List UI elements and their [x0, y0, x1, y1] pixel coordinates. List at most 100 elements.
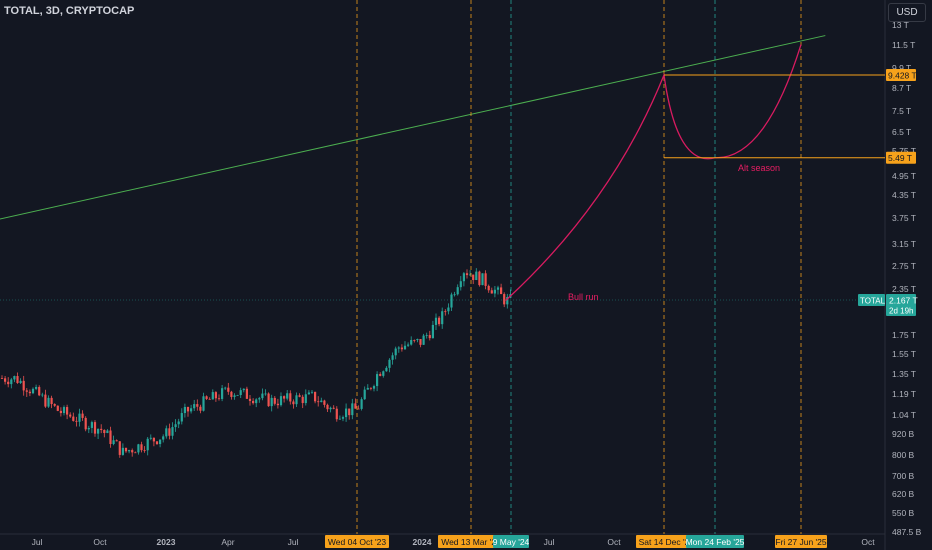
candle	[310, 390, 314, 394]
candle-body	[202, 396, 205, 411]
candle	[93, 420, 97, 437]
candle-body	[196, 404, 199, 407]
candle	[369, 387, 372, 391]
candle	[428, 330, 431, 341]
candle	[177, 418, 180, 429]
candle-body	[134, 452, 137, 454]
candle	[118, 441, 121, 458]
candle	[69, 412, 72, 418]
candle	[159, 439, 162, 448]
candle-body	[351, 403, 354, 416]
candle-body	[35, 387, 38, 389]
candle-body	[376, 374, 379, 387]
candle-body	[255, 399, 258, 404]
candle-body	[388, 359, 391, 368]
candle	[490, 287, 493, 294]
y-tick-label: 3.75 T	[892, 213, 916, 223]
candle-body	[75, 420, 78, 422]
candle-body	[459, 281, 462, 288]
candle-body	[382, 371, 385, 376]
x-tick-label: Jul	[288, 537, 299, 547]
candle	[258, 396, 261, 403]
candle	[391, 352, 394, 365]
candle	[338, 415, 341, 420]
candle	[360, 397, 363, 411]
candle-body	[205, 396, 208, 399]
candle-body	[493, 289, 496, 294]
candle	[239, 387, 242, 399]
currency-button[interactable]: USD	[888, 3, 926, 22]
candle	[276, 398, 279, 409]
candle-body	[478, 271, 481, 286]
candle-body	[248, 398, 252, 401]
candle-body	[87, 427, 90, 430]
candle	[146, 437, 149, 456]
candle-body	[78, 413, 81, 422]
candle	[143, 446, 146, 453]
candle	[372, 384, 376, 392]
candle-body	[428, 335, 431, 339]
candle-body	[496, 287, 500, 290]
x-tick-label: Oct	[861, 537, 875, 547]
candle-body	[276, 403, 279, 406]
trendline	[0, 35, 826, 220]
candle	[131, 448, 134, 457]
candle-body	[221, 388, 224, 399]
y-tick-label: 1.35 T	[892, 369, 916, 379]
candle	[41, 392, 44, 398]
candle	[438, 316, 441, 327]
candle-body	[267, 393, 270, 407]
candle	[109, 426, 112, 448]
candle-body	[199, 406, 202, 411]
candle-body	[295, 395, 298, 405]
candle	[397, 346, 400, 353]
candle-body	[348, 408, 351, 416]
candle	[465, 269, 469, 279]
candle	[208, 397, 211, 400]
candle	[19, 378, 22, 384]
candle-body	[177, 421, 180, 425]
candle-body	[403, 345, 407, 350]
candle-body	[66, 407, 69, 415]
symbol-label: TOTAL	[860, 297, 886, 306]
candle-body	[413, 340, 416, 341]
candle-body	[236, 395, 239, 396]
candle	[152, 437, 155, 447]
y-tick-label: 2.75 T	[892, 261, 916, 271]
candle	[366, 384, 369, 390]
candle-body	[193, 404, 196, 409]
candle	[121, 443, 124, 456]
candle	[205, 395, 208, 401]
candle	[481, 273, 484, 286]
candle	[100, 424, 103, 434]
candle-body	[391, 355, 394, 360]
candle	[425, 332, 428, 339]
x-tick-label: Oct	[93, 537, 107, 547]
candle	[261, 388, 264, 401]
candle	[469, 270, 472, 276]
candle-body	[341, 417, 345, 419]
marker-date-label: 9 May '24	[493, 537, 530, 547]
y-tick-label: 13 T	[892, 20, 909, 30]
candle	[267, 392, 270, 407]
candle-body	[456, 287, 459, 295]
candle-body	[56, 405, 59, 411]
candle	[217, 394, 221, 401]
candle	[453, 291, 456, 297]
candle	[87, 425, 90, 434]
candle	[416, 338, 419, 343]
candle	[224, 386, 227, 391]
candle-body	[270, 397, 273, 407]
candle-body	[366, 387, 369, 390]
candle	[289, 390, 292, 405]
candle	[81, 410, 84, 421]
candle-body	[41, 394, 44, 396]
candle-body	[208, 398, 211, 400]
candle	[236, 394, 239, 396]
candle	[320, 397, 323, 403]
candle-body	[106, 430, 109, 434]
candle	[149, 434, 152, 441]
candle-body	[162, 436, 165, 440]
candle	[72, 412, 75, 422]
